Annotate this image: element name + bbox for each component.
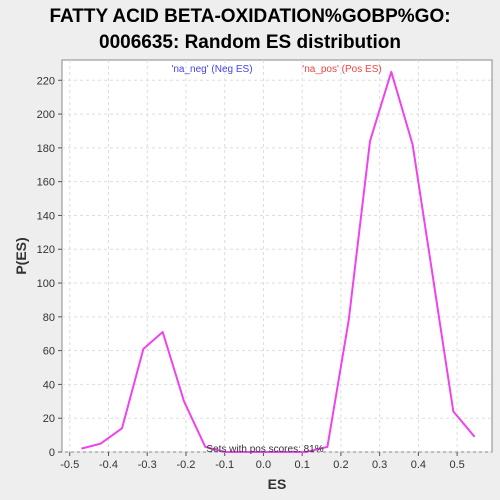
y-tick-label: 160 — [37, 177, 55, 189]
pos-scores-annotation: Sets with pos scores: 81% — [206, 444, 323, 455]
y-tick-label: 0 — [49, 447, 55, 459]
x-tick-label: -0.4 — [99, 459, 118, 471]
x-tick-label: -0.5 — [60, 459, 79, 471]
legend-pos: 'na_pos' (Pos ES) — [302, 64, 381, 75]
x-tick-label: -0.3 — [138, 459, 157, 471]
y-tick-label: 200 — [37, 109, 55, 121]
y-tick-label: 180 — [37, 143, 55, 155]
y-tick-label: 60 — [43, 346, 55, 358]
x-tick-label: 0.1 — [295, 459, 310, 471]
series-line — [81, 70, 476, 453]
y-tick-label: 40 — [43, 379, 55, 391]
y-tick-label: 20 — [43, 413, 55, 425]
y-tick-label: 80 — [43, 312, 55, 324]
y-tick-label: 120 — [37, 244, 55, 256]
x-tick-label: 0.5 — [449, 459, 464, 471]
x-tick-label: -0.1 — [215, 459, 234, 471]
y-axis-label: P(ES) — [13, 237, 29, 274]
x-tick-label: 0.4 — [411, 459, 426, 471]
x-tick-label: 0.2 — [333, 459, 348, 471]
x-axis-label: ES — [268, 476, 287, 492]
grid — [62, 60, 492, 453]
y-axis-ticks: 0 20 40 60 80 100 120 140 160 180 200 220 — [37, 75, 62, 459]
x-tick-label: -0.2 — [176, 459, 195, 471]
series-layer — [81, 70, 476, 453]
legend-neg: 'na_neg' (Neg ES) — [171, 64, 252, 75]
chart-title-line-2: 0006635: Random ES distribution — [99, 32, 401, 53]
x-axis-ticks: -0.5 -0.4 -0.3 -0.2 -0.1 0.0 0.1 0.2 0.3 0.4 0.5 — [60, 452, 465, 471]
x-tick-label: 0.0 — [256, 459, 271, 471]
x-tick-label: 0.3 — [372, 459, 387, 471]
chart-title-line-1: FATTY ACID BETA-OXIDATION%GOBP%GO: — [49, 6, 450, 27]
y-tick-label: 100 — [37, 278, 55, 290]
y-tick-label: 140 — [37, 210, 55, 222]
plot-area — [61, 59, 493, 453]
y-tick-label: 220 — [37, 75, 55, 87]
